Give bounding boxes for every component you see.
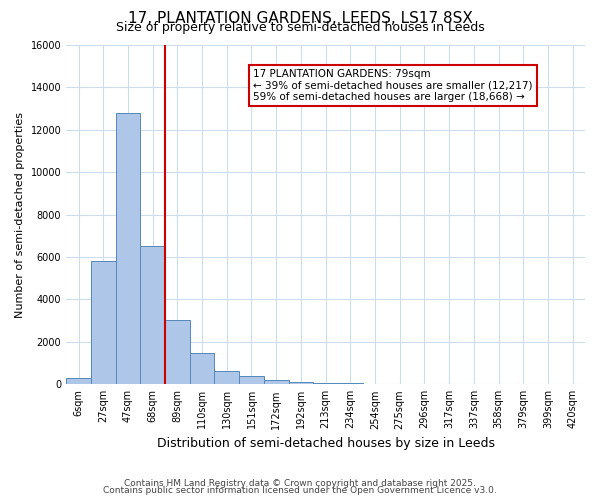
Bar — [289, 382, 313, 384]
Bar — [313, 382, 338, 384]
Bar — [190, 353, 214, 384]
Text: Contains HM Land Registry data © Crown copyright and database right 2025.: Contains HM Land Registry data © Crown c… — [124, 478, 476, 488]
Bar — [239, 376, 264, 384]
Text: Contains public sector information licensed under the Open Government Licence v3: Contains public sector information licen… — [103, 486, 497, 495]
Bar — [264, 380, 289, 384]
Y-axis label: Number of semi-detached properties: Number of semi-detached properties — [15, 112, 25, 318]
Text: 17, PLANTATION GARDENS, LEEDS, LS17 8SX: 17, PLANTATION GARDENS, LEEDS, LS17 8SX — [128, 11, 472, 26]
Bar — [338, 383, 362, 384]
Text: 17 PLANTATION GARDENS: 79sqm
← 39% of semi-detached houses are smaller (12,217)
: 17 PLANTATION GARDENS: 79sqm ← 39% of se… — [253, 69, 532, 102]
Bar — [165, 320, 190, 384]
X-axis label: Distribution of semi-detached houses by size in Leeds: Distribution of semi-detached houses by … — [157, 437, 494, 450]
Text: Size of property relative to semi-detached houses in Leeds: Size of property relative to semi-detach… — [116, 22, 484, 35]
Bar — [116, 113, 140, 384]
Bar — [140, 246, 165, 384]
Bar — [91, 262, 116, 384]
Bar — [214, 371, 239, 384]
Bar — [66, 378, 91, 384]
